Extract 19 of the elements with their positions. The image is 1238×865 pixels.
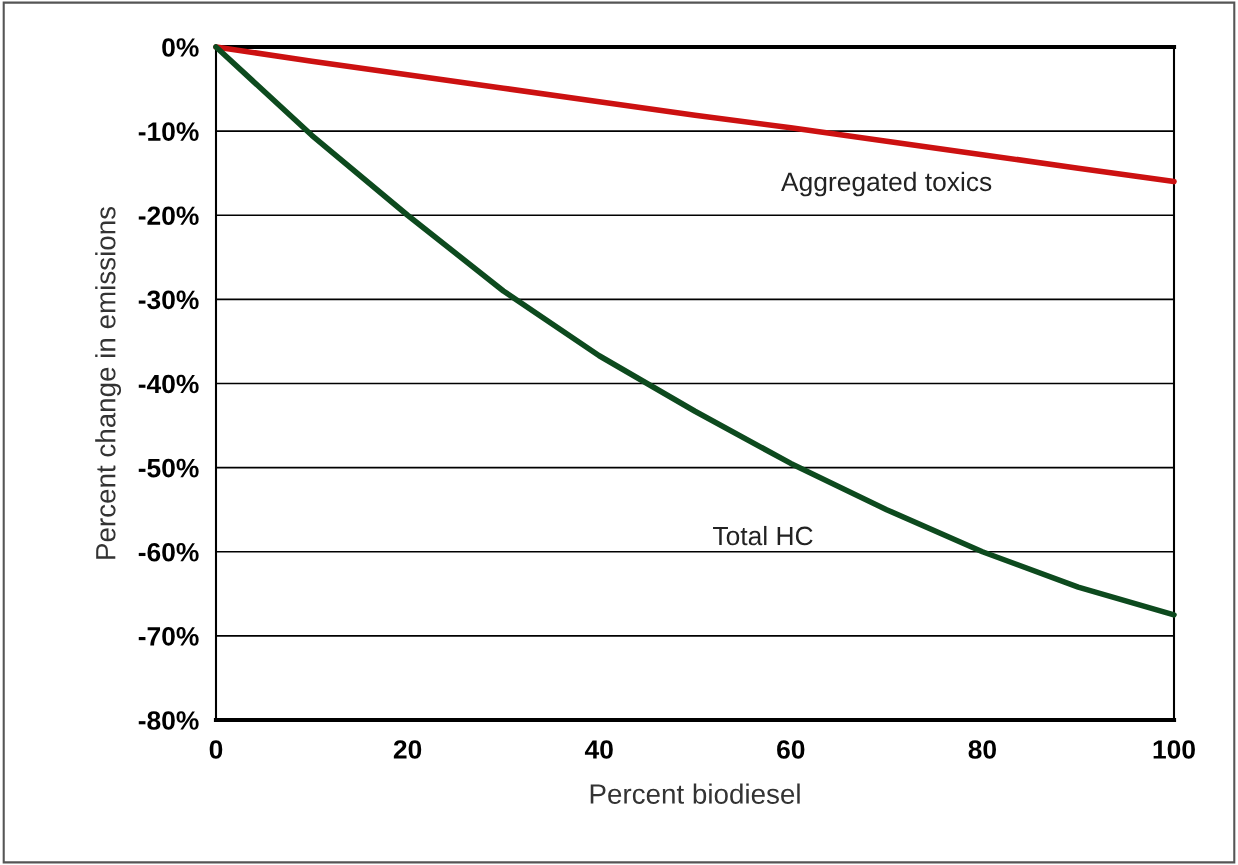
y-tick-label: -40% — [138, 374, 199, 394]
y-tick-label: -20% — [138, 206, 199, 226]
x-tick-label: 100 — [1153, 740, 1195, 759]
x-axis-title: Percent biodiesel — [590, 783, 800, 804]
x-tick-label: 60 — [777, 740, 805, 759]
y-tick-label: 0% — [162, 38, 199, 57]
x-tick-label: 20 — [393, 740, 422, 759]
x-tick-label: 0 — [209, 740, 223, 759]
y-tick-label: -70% — [138, 627, 199, 646]
y-tick-label: -80% — [138, 711, 199, 730]
series-label: Total HC — [713, 525, 813, 546]
y-tick-label: -30% — [138, 290, 199, 310]
x-tick-label: 80 — [968, 740, 996, 759]
y-tick-label: -60% — [138, 542, 199, 562]
y-axis-title: Percent change in emissions — [95, 206, 122, 559]
y-tick-label: -50% — [138, 458, 199, 478]
x-tick-label: 40 — [584, 740, 613, 759]
y-tick-label: -10% — [138, 122, 199, 141]
series-label: Aggregated toxics — [781, 171, 992, 197]
